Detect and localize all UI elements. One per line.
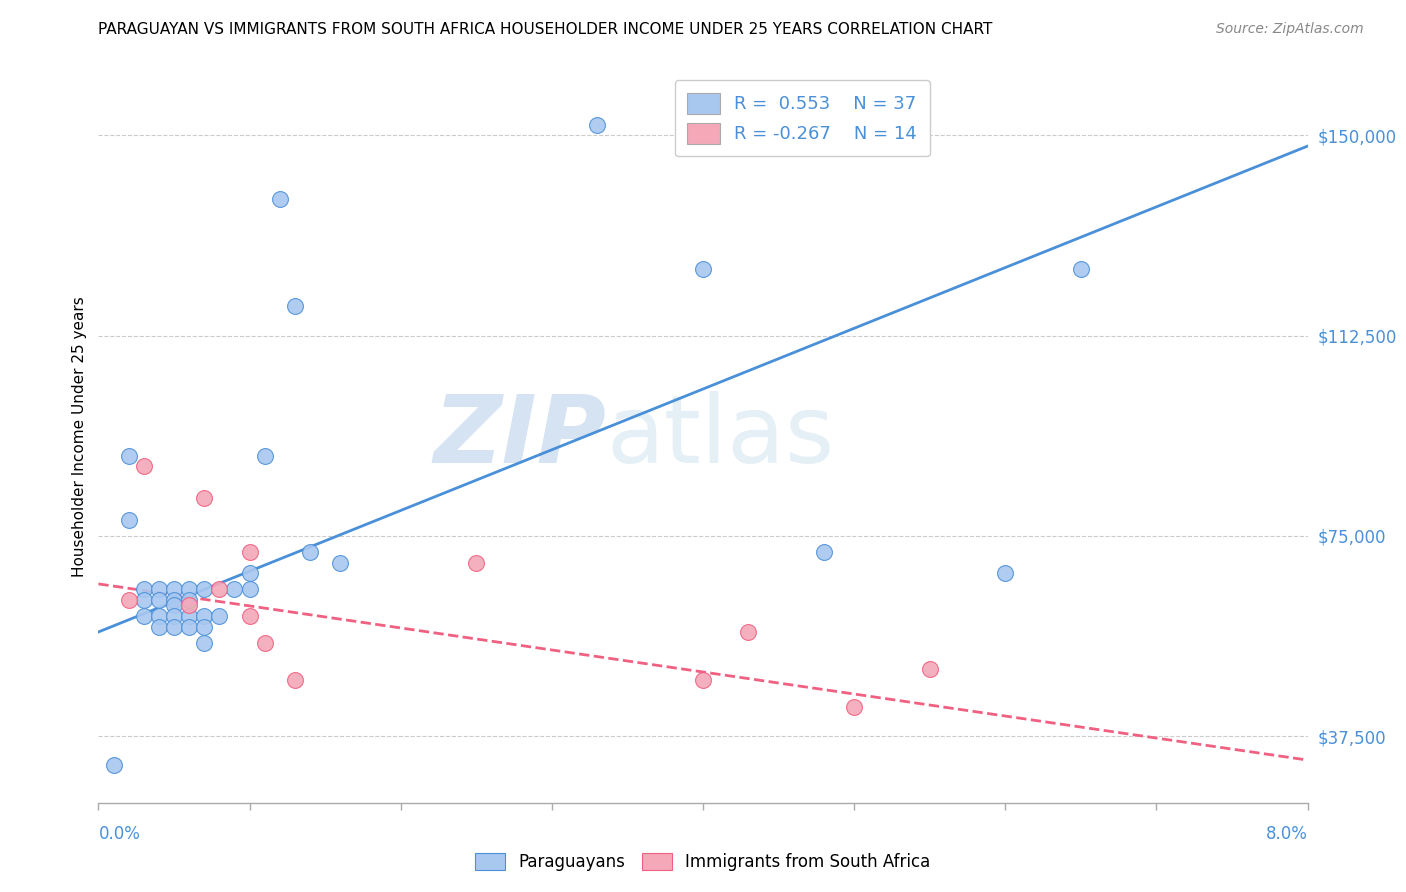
Point xyxy=(737,624,759,639)
Point xyxy=(103,758,125,772)
Point xyxy=(148,593,170,607)
Point xyxy=(179,619,201,633)
Text: Source: ZipAtlas.com: Source: ZipAtlas.com xyxy=(1216,22,1364,37)
Point xyxy=(239,566,262,581)
Text: 8.0%: 8.0% xyxy=(1265,825,1308,843)
Point xyxy=(193,635,215,649)
Point xyxy=(118,513,141,527)
Legend: R =  0.553    N = 37, R = -0.267    N = 14: R = 0.553 N = 37, R = -0.267 N = 14 xyxy=(675,80,929,156)
Text: ZIP: ZIP xyxy=(433,391,606,483)
Point xyxy=(132,582,155,597)
Point xyxy=(163,599,186,613)
Point xyxy=(179,609,201,624)
Point xyxy=(918,662,941,676)
Point xyxy=(994,566,1017,581)
Legend: Paraguayans, Immigrants from South Africa: Paraguayans, Immigrants from South Afric… xyxy=(467,845,939,880)
Point xyxy=(148,619,170,633)
Point xyxy=(299,545,322,559)
Point xyxy=(132,609,155,624)
Text: PARAGUAYAN VS IMMIGRANTS FROM SOUTH AFRICA HOUSEHOLDER INCOME UNDER 25 YEARS COR: PARAGUAYAN VS IMMIGRANTS FROM SOUTH AFRI… xyxy=(98,22,993,37)
Point xyxy=(329,556,352,570)
Point xyxy=(118,449,141,463)
Point xyxy=(163,593,186,607)
Point xyxy=(208,609,231,624)
Point xyxy=(163,619,186,633)
Point xyxy=(253,635,276,649)
Point xyxy=(148,582,170,597)
Point xyxy=(239,582,262,597)
Point xyxy=(269,193,291,207)
Point xyxy=(193,619,215,633)
Point xyxy=(239,545,262,559)
Point xyxy=(813,545,835,559)
Point xyxy=(208,582,231,597)
Point xyxy=(179,593,201,607)
Point xyxy=(284,299,307,313)
Point xyxy=(193,491,215,506)
Point xyxy=(284,673,307,687)
Point xyxy=(224,582,246,597)
Text: 0.0%: 0.0% xyxy=(98,825,141,843)
Point xyxy=(844,699,866,714)
Point xyxy=(132,459,155,474)
Point xyxy=(193,582,215,597)
Point xyxy=(179,582,201,597)
Point xyxy=(179,599,201,613)
Point xyxy=(1070,261,1092,276)
Point xyxy=(118,593,141,607)
Point xyxy=(692,673,714,687)
Point xyxy=(692,261,714,276)
Point xyxy=(193,609,215,624)
Point xyxy=(132,593,155,607)
Point xyxy=(163,582,186,597)
Point xyxy=(253,449,276,463)
Point xyxy=(163,609,186,624)
Point xyxy=(148,609,170,624)
Point xyxy=(465,556,488,570)
Point xyxy=(239,609,262,624)
Text: atlas: atlas xyxy=(606,391,835,483)
Point xyxy=(586,118,609,132)
Y-axis label: Householder Income Under 25 years: Householder Income Under 25 years xyxy=(72,297,87,577)
